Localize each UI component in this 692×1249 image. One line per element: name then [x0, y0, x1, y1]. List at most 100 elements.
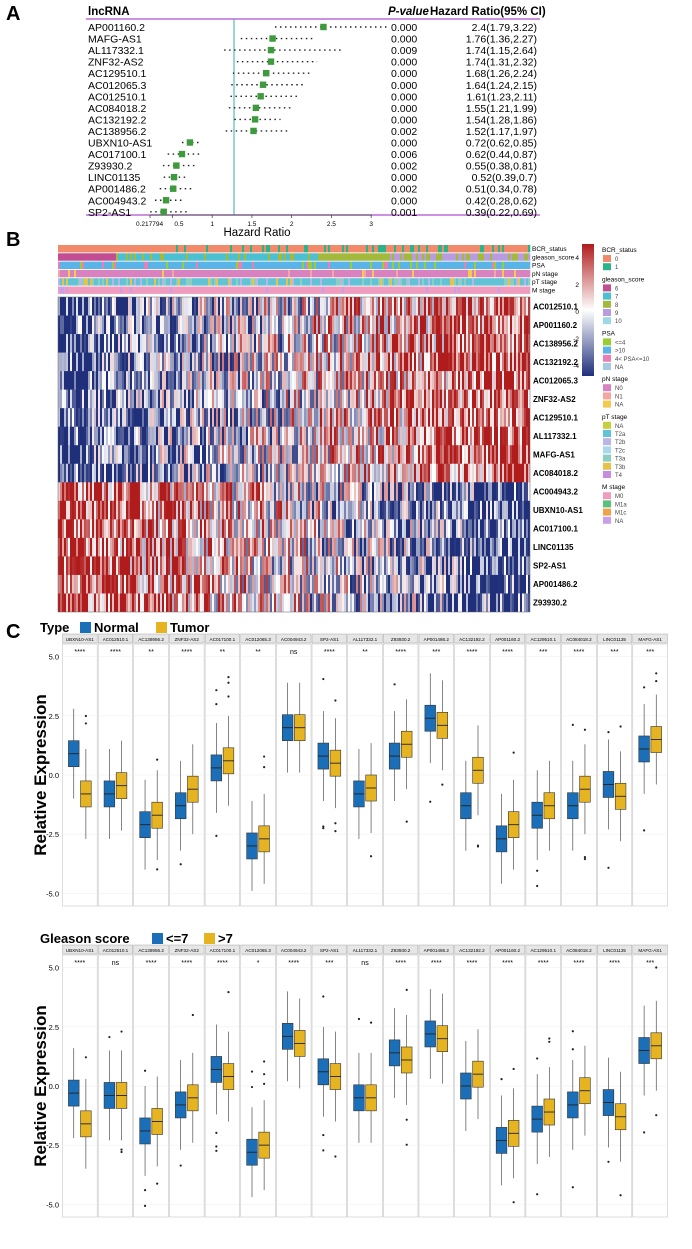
heatmap-cell: [492, 463, 495, 483]
heatmap-cell: [380, 556, 383, 576]
heatmap-cell: [184, 371, 187, 390]
heatmap-cell: [252, 408, 255, 428]
heatmap-cell: [324, 297, 327, 316]
heatmap-cell: [496, 352, 499, 372]
heatmap-cell: [138, 389, 141, 409]
annotation-cell: [368, 278, 371, 286]
heatmap-cell: [324, 445, 327, 465]
annotation-cell: [178, 245, 181, 253]
heatmap-cell: [366, 408, 369, 428]
heatmap-cell: [400, 371, 403, 390]
heatmap-cell: [268, 482, 271, 502]
heatmap-cell: [220, 315, 223, 335]
heatmap-cell: [160, 482, 163, 502]
heatmap-cell: [332, 519, 335, 539]
annotation-cell: [456, 278, 459, 286]
heatmap-cell: [296, 482, 299, 502]
heatmap-cell: [116, 352, 119, 372]
forest-hr-ci: 1.55(1.21,1.99): [466, 103, 537, 115]
heatmap-cell: [348, 352, 351, 372]
heatmap-cell: [312, 426, 315, 446]
heatmap-cell: [242, 389, 245, 409]
annotation-cell: [288, 269, 291, 278]
annotation-cell: [86, 245, 89, 253]
heatmap-cell: [456, 297, 459, 316]
heatmap-cell: [224, 445, 227, 465]
heatmap-cell: [124, 371, 127, 390]
annotation-cell: [228, 245, 231, 253]
annotation-cell: [346, 286, 349, 294]
heatmap-cell: [158, 334, 161, 353]
heatmap-cell: [148, 408, 151, 428]
heatmap-cell: [236, 445, 239, 465]
annotation-cell: [304, 245, 307, 253]
heatmap-cell: [426, 500, 429, 520]
heatmap-cell: [70, 389, 73, 409]
heatmap-cell: [350, 463, 353, 483]
heatmap-cell: [90, 556, 93, 576]
annotation-cell: [436, 245, 439, 253]
heatmap-cell: [66, 408, 69, 428]
heatmap-cell: [264, 556, 267, 576]
annotation-cell: [406, 253, 409, 261]
heatmap-cell: [362, 334, 365, 353]
heatmap-cell: [140, 334, 143, 353]
heatmap-cell: [390, 371, 393, 390]
annotation-cell: [96, 261, 99, 269]
heatmap-cell: [176, 556, 179, 576]
heatmap-cell: [190, 500, 193, 520]
annotation-cell: [316, 269, 319, 278]
annotation-cell: [232, 269, 235, 278]
heatmap-cell: [298, 500, 301, 520]
annotation-cell: [524, 269, 527, 278]
heatmap-cell: [160, 352, 163, 372]
heatmap-cell: [506, 537, 509, 557]
heatmap-cell: [392, 426, 395, 446]
heatmap-cell: [320, 500, 323, 520]
heatmap-cell: [348, 500, 351, 520]
heatmap-cell: [294, 371, 297, 390]
annotation-cell: [210, 261, 213, 269]
heatmap-cell: [58, 297, 61, 316]
annotation-cell: [60, 269, 63, 278]
heatmap-cell: [114, 389, 117, 409]
heatmap-cell: [270, 297, 273, 316]
annotation-cell: [290, 286, 293, 294]
heatmap-cell: [208, 389, 211, 409]
heatmap-cell: [528, 482, 530, 502]
annotation-cell: [266, 269, 269, 278]
annotation-cell: [284, 261, 287, 269]
heatmap-cell: [498, 445, 501, 465]
heatmap-cell: [244, 297, 247, 316]
heatmap-cell: [440, 297, 443, 316]
forest-hr-ci: 0.62(0.44,0.87): [466, 149, 537, 161]
heatmap-cell: [364, 556, 367, 576]
annotation-cell: [104, 278, 107, 286]
annotation-cell: [312, 261, 315, 269]
heatmap-cell: [304, 334, 307, 353]
heatmap-cell: [294, 500, 297, 520]
heatmap-cell: [78, 519, 81, 539]
annotation-cell: [354, 286, 357, 294]
annotation-cell: [232, 245, 235, 253]
annotation-cell: [90, 269, 93, 278]
heatmap-cell: [248, 352, 251, 372]
heatmap-cell: [188, 408, 191, 428]
heatmap-cell: [498, 334, 501, 353]
heatmap-cell: [410, 408, 413, 428]
annotation-cell: [200, 286, 203, 294]
heatmap-cell: [274, 352, 277, 372]
heatmap-cell: [252, 482, 255, 502]
heatmap-cell: [362, 537, 365, 557]
heatmap-cell: [76, 500, 79, 520]
heatmap-cell: [314, 371, 317, 390]
annotation-cell: [450, 245, 453, 253]
heatmap-cell: [86, 371, 89, 390]
heatmap-cell: [288, 408, 291, 428]
heatmap-cell: [274, 315, 277, 335]
heatmap-cell: [114, 519, 117, 539]
heatmap-cell: [92, 315, 95, 335]
heatmap-cell: [496, 519, 499, 539]
annotation-cell: [424, 278, 427, 286]
heatmap-cell: [346, 537, 349, 557]
